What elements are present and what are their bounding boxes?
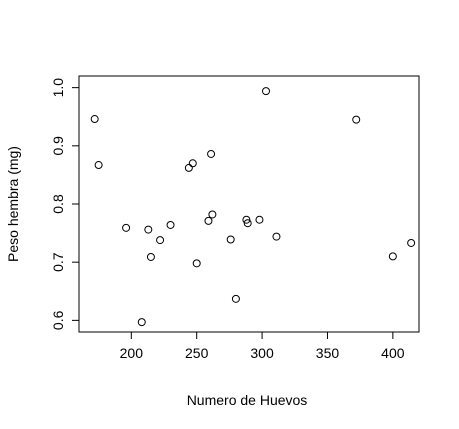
data-point bbox=[90, 115, 99, 124]
x-axis: 200 250 300 350 400 bbox=[120, 332, 405, 361]
data-point bbox=[156, 236, 165, 245]
data-point bbox=[407, 238, 416, 247]
x-tick-label: 200 bbox=[120, 345, 144, 361]
data-point bbox=[388, 252, 397, 261]
data-point bbox=[192, 259, 201, 268]
data-point bbox=[94, 161, 103, 170]
data-point bbox=[262, 87, 270, 96]
y-tick-label: 0.7 bbox=[50, 252, 66, 272]
data-point bbox=[243, 219, 252, 228]
y-axis: 0.6 0.7 0.8 0.9 1.0 bbox=[50, 78, 79, 330]
data-point bbox=[166, 220, 175, 229]
data-points bbox=[90, 87, 416, 327]
plot-frame bbox=[78, 75, 420, 333]
y-tick-label: 1.0 bbox=[50, 78, 66, 98]
x-axis-label: Numero de Huevos bbox=[187, 392, 308, 408]
data-point bbox=[184, 163, 193, 172]
y-tick-label: 0.9 bbox=[50, 136, 66, 156]
data-point bbox=[242, 215, 251, 224]
data-point bbox=[272, 232, 281, 241]
x-tick-label: 400 bbox=[381, 345, 405, 361]
data-point bbox=[204, 216, 213, 225]
data-point bbox=[255, 215, 264, 224]
data-point bbox=[188, 159, 197, 168]
data-point bbox=[231, 294, 240, 303]
data-point bbox=[352, 115, 361, 124]
y-tick-label: 0.8 bbox=[50, 194, 66, 214]
data-point bbox=[137, 318, 146, 327]
data-point bbox=[122, 223, 131, 232]
x-tick-label: 300 bbox=[250, 345, 274, 361]
data-point bbox=[207, 149, 216, 158]
data-point bbox=[208, 210, 217, 219]
data-point bbox=[144, 225, 153, 234]
data-point bbox=[226, 235, 235, 244]
data-point bbox=[146, 252, 155, 261]
x-tick-label: 250 bbox=[185, 345, 209, 361]
x-tick-label: 350 bbox=[316, 345, 340, 361]
y-axis-label: Peso hembra (mg) bbox=[5, 146, 21, 262]
y-tick-label: 0.6 bbox=[50, 310, 66, 330]
